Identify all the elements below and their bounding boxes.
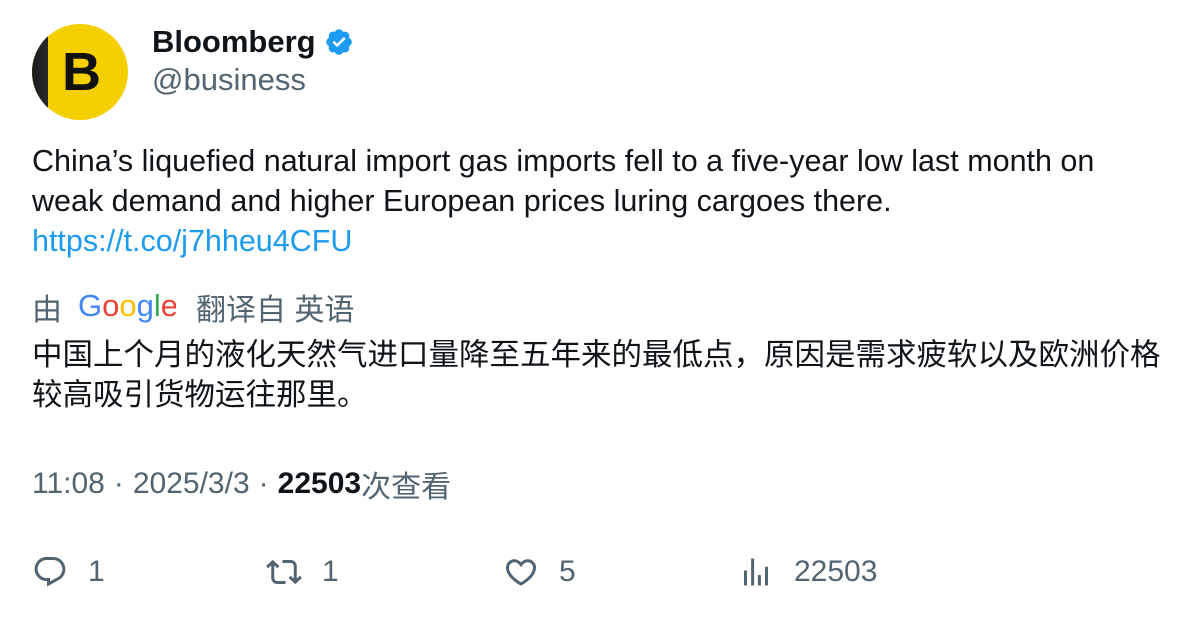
reply-count: 1 <box>88 555 105 588</box>
views-count: 22503 <box>277 467 362 500</box>
avatar-letter: B <box>62 42 101 102</box>
avatar[interactable]: B <box>32 24 128 120</box>
tweet-body: China’s liquefied natural import gas imp… <box>32 144 1095 218</box>
author-name-row: Bloomberg <box>152 22 354 62</box>
views-action-count: 22503 <box>794 555 878 588</box>
action-bar: 1 1 5 22503 <box>32 550 1172 594</box>
tweet-date[interactable]: 2025/3/3 <box>132 467 250 500</box>
tweet-meta: 11:08 · 2025/3/3 · 22503 次查看 <box>32 464 451 504</box>
avatar-shade <box>32 24 48 120</box>
google-wordmark: Google <box>78 289 176 323</box>
reply-icon <box>34 557 66 587</box>
reply-button[interactable]: 1 <box>32 550 105 594</box>
tweet-time[interactable]: 11:08 <box>32 467 105 500</box>
like-button[interactable]: 5 <box>503 550 576 594</box>
like-count: 5 <box>559 555 576 588</box>
verified-badge-icon <box>325 29 352 55</box>
retweet-button[interactable]: 1 <box>266 550 339 594</box>
google-logo: Google <box>78 287 176 327</box>
author-handle[interactable]: @business <box>152 62 306 97</box>
tweet-text: China’s liquefied natural import gas imp… <box>32 141 1172 261</box>
translation-attribution: 由 Google 翻译自 英语 <box>32 287 354 327</box>
translation-suffix: 翻译自 英语 <box>196 294 355 327</box>
author-display-name[interactable]: Bloomberg <box>152 24 316 59</box>
heart-icon <box>505 559 537 586</box>
views-label: 次查看 <box>361 471 452 504</box>
translation-prefix: 由 <box>32 294 62 327</box>
analytics-icon <box>744 558 768 586</box>
meta-separator: · <box>258 467 269 500</box>
retweet-count: 1 <box>322 555 339 588</box>
views-button[interactable]: 22503 <box>738 550 877 594</box>
meta-separator: · <box>113 467 124 500</box>
retweet-icon <box>266 559 302 585</box>
tweet-link[interactable]: https://t.co/j7hheu4CFU <box>32 224 353 258</box>
translated-tweet-text: 中国上个月的液化天然气进口量降至五年来的最低点，原因是需求疲软以及欧洲价格较高吸… <box>32 338 1161 412</box>
